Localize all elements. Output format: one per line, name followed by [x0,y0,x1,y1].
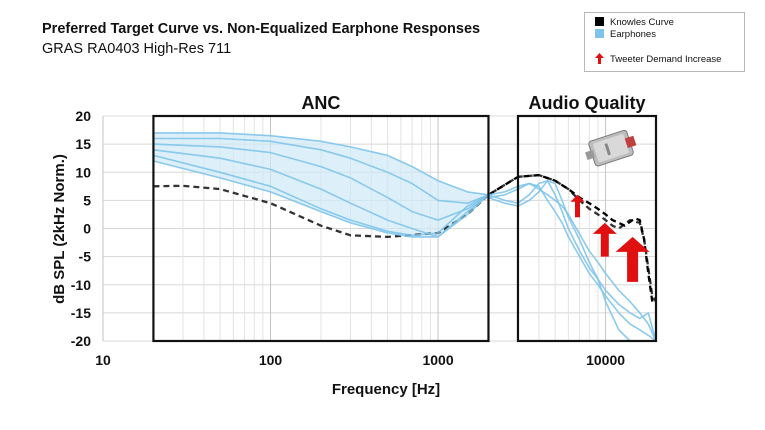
legend-label-tweeter: Tweeter Demand Increase [610,54,722,65]
earphone-band [153,132,489,237]
legend-label-knowles: Knowles Curve [610,17,674,28]
legend-entry-knowles: Knowles Curve [595,17,674,28]
series-line-11 [488,182,657,342]
series-line-5 [153,143,489,221]
region-label-1: Audio Quality [528,93,645,113]
y-tick-label: 10 [75,164,91,180]
region-box-1 [516,114,658,343]
x-ticks: 10 100 1000 10000 [95,352,625,368]
series-line-7 [153,154,489,237]
region-box-0 [152,114,490,343]
series-line-0 [153,173,657,303]
chart-title: Preferred Target Curve vs. Non-Equalized… [42,21,481,37]
x-tick-label: 10 [95,352,111,368]
tweeter-arrows [570,194,650,282]
legend-arrow-icon [595,53,604,64]
series-line-2 [153,132,489,196]
y-tick-label: 20 [75,108,91,124]
y-tick-label: 0 [83,221,91,237]
y-tick-label: -5 [79,249,92,265]
series-line-1 [487,173,656,303]
tweeter-arrow-1 [592,222,617,257]
x-tick-label: 10000 [586,352,625,368]
y-tick-label: 5 [83,192,91,208]
series-line-3 [153,160,489,238]
y-tick-label: -15 [71,305,91,321]
y-axis-title: dB SPL (2kHz Norm.) [51,154,68,304]
x-tick-label: 100 [259,352,283,368]
legend-label-earphones: Earphones [610,29,656,40]
legend: Knowles Curve Earphones Tweeter Demand I… [584,12,745,72]
series-line-4 [153,137,489,204]
region-label-0: ANC [301,93,340,113]
series-line-6 [153,149,490,238]
legend-swatch-earphones [595,29,604,38]
x-tick-label: 1000 [422,352,453,368]
legend-entry-tweeter: Tweeter Demand Increase [595,53,721,65]
series-line-9 [488,179,657,342]
legend-entry-earphones: Earphones [595,29,656,40]
legend-swatch-knowles [595,17,604,26]
y-tick-label: -10 [71,277,91,293]
regions: ANC Audio Quality [152,93,658,343]
balanced-armature-receiver-icon [585,129,637,167]
y-tick-label: 15 [75,136,91,152]
x-axis-title: Frequency [Hz] [332,381,440,398]
tweeter-arrow-2 [615,236,650,282]
y-tick-label: -20 [71,333,91,349]
tweeter-arrow-0 [570,194,585,218]
y-ticks: 20 15 10 5 0 -5 -10 -15 -20 [71,108,91,349]
chart-subtitle: GRAS RA0403 High-Res 711 [42,41,232,57]
